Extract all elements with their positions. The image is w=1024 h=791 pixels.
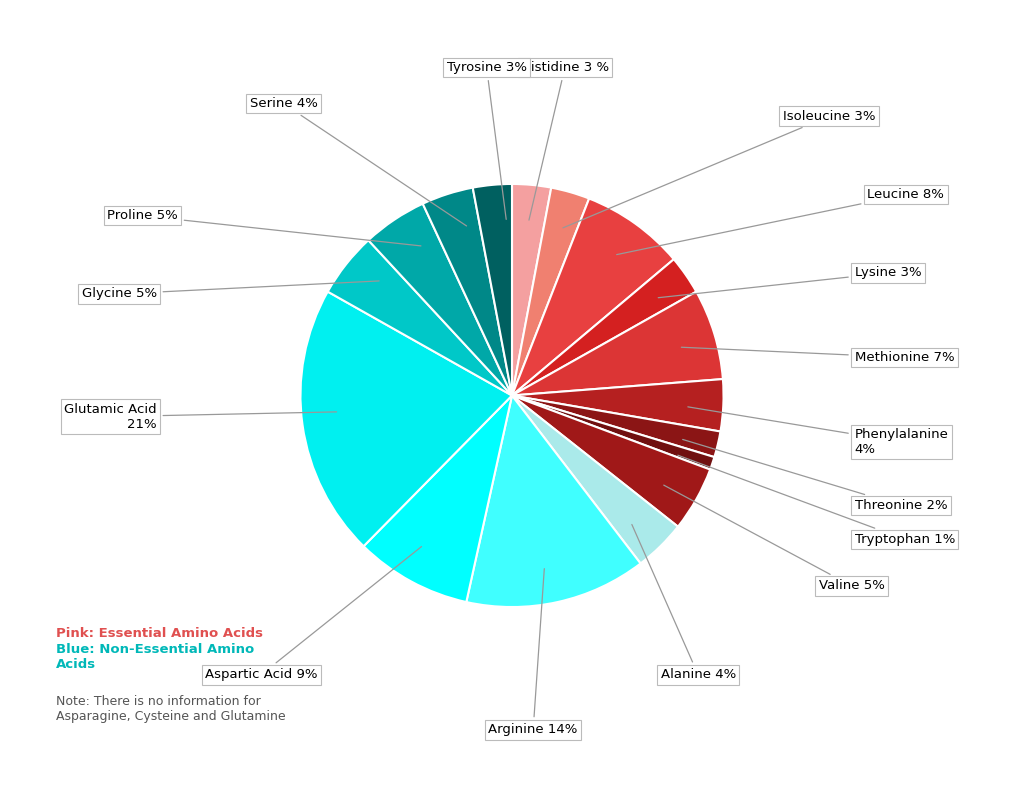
Text: Arginine 14%: Arginine 14%	[488, 569, 578, 736]
Wedge shape	[512, 379, 724, 432]
Wedge shape	[512, 199, 674, 396]
Wedge shape	[512, 259, 696, 396]
Text: Isoleucine 3%: Isoleucine 3%	[563, 110, 876, 228]
Text: Serine 4%: Serine 4%	[250, 97, 467, 226]
Wedge shape	[512, 396, 678, 563]
Wedge shape	[512, 396, 721, 457]
Wedge shape	[512, 187, 589, 396]
Wedge shape	[300, 292, 512, 547]
Text: Valine 5%: Valine 5%	[664, 485, 885, 592]
Wedge shape	[473, 184, 512, 396]
Text: Glycine 5%: Glycine 5%	[82, 281, 379, 301]
Text: Note: There is no information for
Asparagine, Cysteine and Glutamine: Note: There is no information for Aspara…	[56, 694, 286, 723]
Text: Tryptophan 1%: Tryptophan 1%	[678, 455, 955, 546]
Text: Aspartic Acid 9%: Aspartic Acid 9%	[205, 547, 422, 681]
Wedge shape	[423, 187, 512, 396]
Wedge shape	[364, 396, 512, 602]
Text: Methionine 7%: Methionine 7%	[681, 347, 954, 364]
Text: Glutamic Acid
21%: Glutamic Acid 21%	[65, 403, 337, 430]
Wedge shape	[369, 204, 512, 396]
Text: Tyrosine 3%: Tyrosine 3%	[446, 61, 526, 219]
Wedge shape	[512, 396, 715, 470]
Text: Lysine 3%: Lysine 3%	[658, 267, 922, 297]
Text: Threonine 2%: Threonine 2%	[683, 440, 947, 512]
Wedge shape	[466, 396, 641, 607]
Text: Pink: Essential Amino Acids: Pink: Essential Amino Acids	[56, 626, 263, 640]
Wedge shape	[512, 292, 723, 396]
Text: Blue: Non-Essential Amino
Acids: Blue: Non-Essential Amino Acids	[56, 643, 255, 672]
Wedge shape	[328, 240, 512, 396]
Wedge shape	[512, 184, 551, 396]
Text: Alanine 4%: Alanine 4%	[632, 524, 736, 681]
Wedge shape	[512, 396, 710, 527]
Text: Histidine 3 %: Histidine 3 %	[521, 61, 609, 220]
Text: Proline 5%: Proline 5%	[108, 209, 421, 246]
Text: Phenylalanine
4%: Phenylalanine 4%	[688, 407, 948, 456]
Text: Leucine 8%: Leucine 8%	[616, 188, 944, 255]
